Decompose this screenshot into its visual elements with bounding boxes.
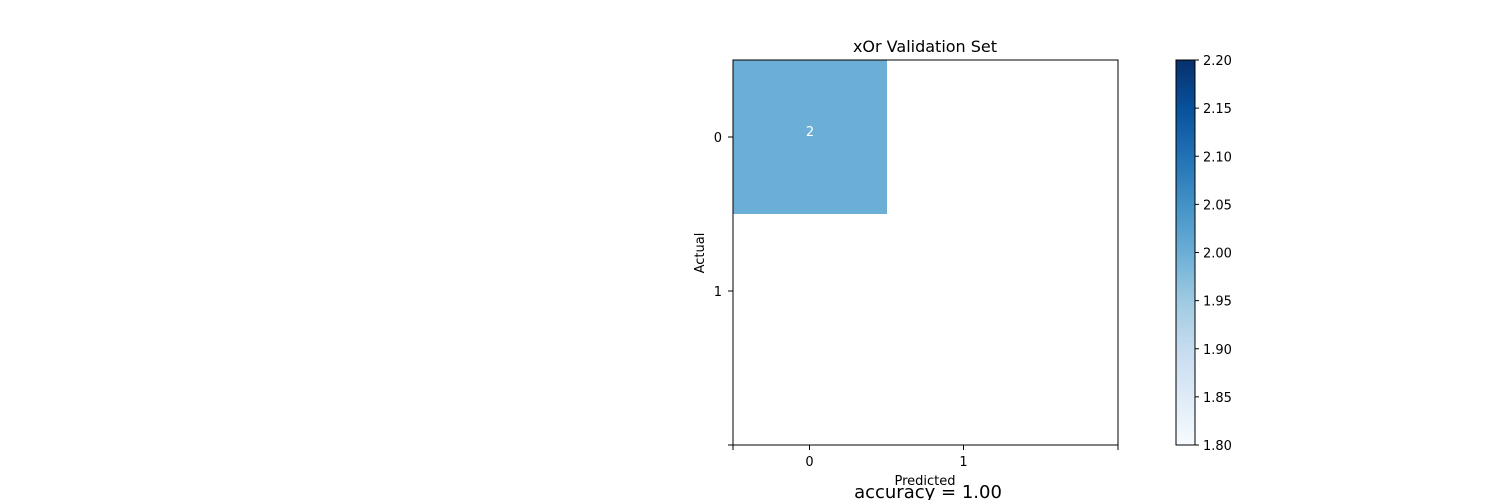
x-axis-ticks: 0 1 [732, 445, 1119, 470]
x-tick-label: 1 [959, 455, 967, 470]
colorbar-tick-label: 2.15 [1203, 102, 1232, 117]
x-tick-label: 0 [805, 455, 813, 470]
colorbar: 1.80 1.85 1.90 1.95 2.00 2.05 2.10 2.15 2.20 [1175, 54, 1232, 454]
chart-title: xOr Validation Set [853, 37, 997, 56]
heatmap-cell [733, 60, 887, 214]
colorbar-gradient [1175, 59, 1196, 446]
colorbar-tick-label: 1.85 [1203, 391, 1232, 406]
y-axis-label: Actual [693, 233, 708, 274]
accuracy-text: accuracy = 1.00 [854, 482, 1002, 500]
y-tick-label: 1 [714, 285, 722, 300]
heatmap-cells: 2 [733, 60, 887, 214]
colorbar-tick-label: 2.20 [1203, 54, 1232, 69]
colorbar-tick-label: 2.10 [1203, 150, 1232, 165]
y-tick-label: 0 [714, 131, 722, 146]
colorbar-tick-label: 1.90 [1203, 343, 1232, 358]
colorbar-tick-label: 2.05 [1203, 198, 1232, 213]
colorbar-tick-label: 2.00 [1203, 247, 1232, 262]
y-axis-ticks: 0 1 [714, 131, 733, 446]
colorbar-tick-label: 1.95 [1203, 295, 1232, 310]
heatmap-cell-label: 2 [806, 125, 814, 140]
x-axis-label: Predicted [894, 474, 955, 489]
plot-frame [732, 59, 1119, 446]
colorbar-tick-label: 1.80 [1203, 439, 1232, 454]
colorbar-ticks: 1.80 1.85 1.90 1.95 2.00 2.05 2.10 2.15 2.20 [1195, 54, 1232, 454]
